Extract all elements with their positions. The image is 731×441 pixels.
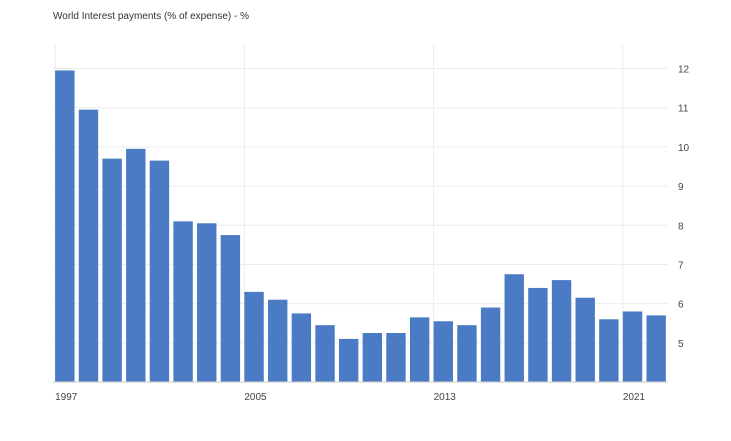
bars (53, 70, 668, 383)
bar-2011 (386, 333, 406, 382)
bar-1997 (55, 70, 75, 382)
y-tick-label: 6 (678, 300, 684, 311)
bar-2013 (433, 321, 453, 382)
bar-2020 (599, 319, 619, 382)
x-tick-label: 2021 (623, 392, 646, 403)
bar-2010 (362, 333, 383, 382)
y-tick-label: 9 (678, 182, 684, 193)
y-tick-label: 8 (678, 221, 684, 232)
y-axis-ticks: 5 6 7 8 9 10 11 12 (678, 65, 690, 350)
bar-2015 (480, 307, 501, 382)
bar-2016 (504, 274, 524, 382)
bar-2019 (575, 297, 595, 382)
bar-1999 (102, 158, 122, 382)
y-tick-label: 10 (678, 143, 690, 154)
x-axis-ticks: 1997 2005 2013 2021 (55, 392, 645, 403)
bar-2021 (622, 311, 643, 382)
bar-2002 (173, 221, 193, 382)
bar-2001 (149, 160, 170, 382)
y-tick-label: 12 (678, 65, 690, 76)
bar-2007 (291, 313, 312, 382)
bar-2022 (646, 315, 666, 382)
y-tick-label: 7 (678, 260, 684, 271)
bar-2000 (126, 148, 146, 382)
bar-2017 (528, 287, 548, 382)
bar-2006 (268, 299, 288, 382)
x-tick-label: 1997 (55, 392, 78, 403)
y-tick-label: 11 (678, 104, 689, 115)
bar-2018 (551, 280, 572, 382)
x-tick-label: 2013 (434, 392, 457, 403)
bar-2005 (244, 291, 264, 382)
chart-title: World Interest payments (% of expense) -… (53, 11, 250, 22)
x-tick-label: 2005 (244, 392, 267, 403)
bar-2004 (220, 235, 241, 382)
bar-2003 (197, 223, 217, 382)
bar-2014 (457, 325, 477, 382)
bar-2009 (338, 338, 359, 382)
bar-2012 (409, 317, 430, 382)
y-tick-label: 5 (678, 339, 684, 350)
bar-1998 (78, 109, 99, 382)
bar-2008 (315, 325, 335, 382)
